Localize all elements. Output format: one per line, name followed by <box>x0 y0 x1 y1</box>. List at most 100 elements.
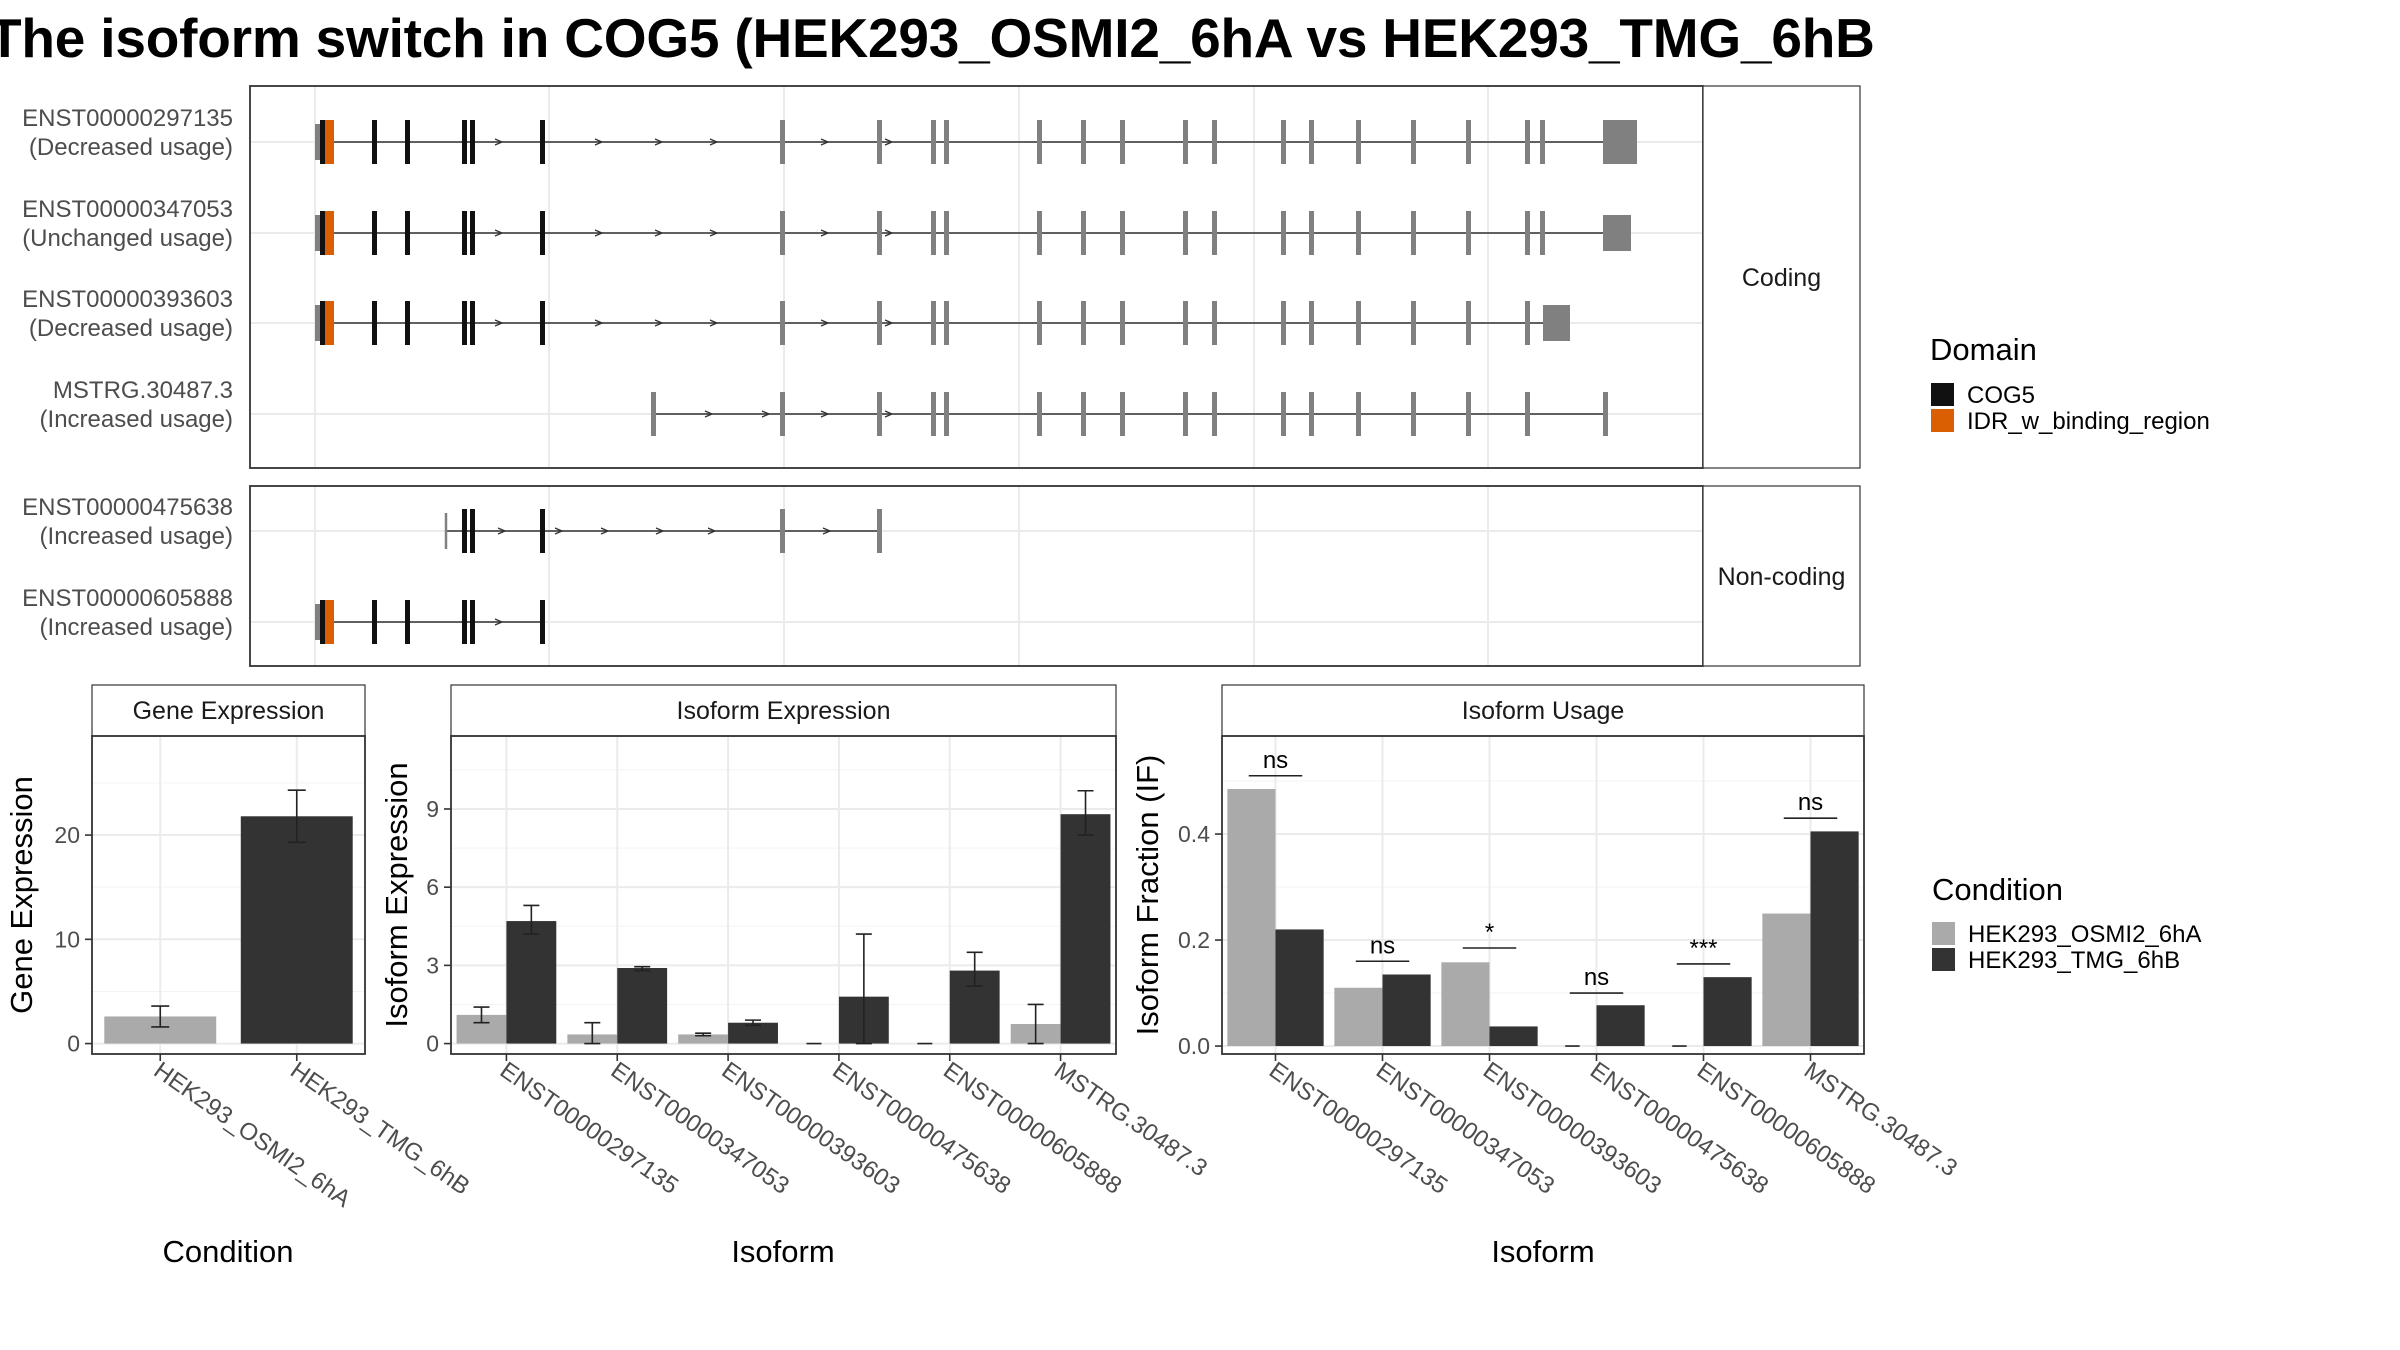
cog5-domain-exon <box>462 120 467 164</box>
exon <box>1466 211 1471 255</box>
bar <box>728 1022 778 1044</box>
exon <box>1081 120 1086 164</box>
figure-title: The isoform switch in COG5 (HEK293_OSMI2… <box>0 7 1875 69</box>
significance-label: ns <box>1370 932 1395 959</box>
cog5-domain-exon <box>470 509 475 553</box>
exon <box>780 211 785 255</box>
strand-arrow <box>494 138 504 146</box>
domain-legend-label: COG5 <box>1967 382 2035 409</box>
y-tick-label: 9 <box>426 796 439 822</box>
bar <box>1810 831 1859 1047</box>
exon <box>1081 301 1086 345</box>
bar <box>1596 1005 1645 1047</box>
bar <box>1762 913 1811 1047</box>
exon <box>877 301 882 345</box>
exon <box>1525 120 1530 164</box>
y-tick-label: 0.2 <box>1178 927 1210 953</box>
strand-arrow <box>820 319 830 327</box>
cog5-domain-exon <box>320 120 325 164</box>
cog5-domain-exon <box>540 600 545 644</box>
utr-5prime <box>315 604 323 640</box>
y-tick-label: 3 <box>426 952 439 978</box>
condition-legend-label: HEK293_OSMI2_6hA <box>1968 921 2201 948</box>
exon <box>1212 301 1217 345</box>
transcript-row: ENST00000605888(Increased usage) <box>22 585 545 644</box>
exon <box>1037 392 1042 436</box>
exon <box>1120 392 1125 436</box>
x-tick-label: ENST00000393603 <box>1478 1057 1666 1200</box>
transcript-id-label: ENST00000605888 <box>22 585 233 612</box>
facet-strip <box>1702 485 1861 667</box>
x-tick-label: ENST00000393603 <box>717 1057 905 1200</box>
cog5-domain-exon <box>540 301 545 345</box>
x-tick-label: ENST00000475638 <box>827 1057 1015 1200</box>
strand-arrow <box>704 410 714 418</box>
significance-label: ns <box>1798 789 1823 816</box>
exon <box>1411 211 1416 255</box>
cog5-domain-exon <box>470 301 475 345</box>
exon <box>1281 211 1286 255</box>
y-axis-title: Gene Expression <box>4 776 39 1014</box>
bar <box>1275 929 1324 1047</box>
exon <box>780 509 785 553</box>
exon <box>1411 392 1416 436</box>
exon <box>780 392 785 436</box>
strand-arrow <box>655 527 665 535</box>
idr-domain-exon <box>323 600 334 644</box>
strand-arrow <box>594 319 604 327</box>
x-tick-label: ENST00000297135 <box>495 1057 683 1200</box>
idr-domain-exon <box>323 211 334 255</box>
exon <box>1309 392 1314 436</box>
bar <box>506 921 557 1044</box>
exon <box>1281 392 1286 436</box>
chart-facet-title: Isoform Expression <box>677 697 891 725</box>
exon <box>1281 301 1286 345</box>
chart-isoform-expression: Isoform Expression0369ENST00000297135ENS… <box>379 684 1212 1269</box>
utr-3prime <box>1543 305 1570 341</box>
idr-domain-exon <box>323 120 334 164</box>
exon <box>877 211 882 255</box>
condition-legend-swatch <box>1932 948 1955 971</box>
transcript-usage-label: (Increased usage) <box>40 523 233 550</box>
strand-arrow <box>884 319 894 327</box>
exon <box>1466 301 1471 345</box>
transcript-id-label: MSTRG.30487.3 <box>53 377 233 404</box>
transcript-usage-label: (Increased usage) <box>40 614 233 641</box>
strand-arrow <box>654 138 664 146</box>
strand-arrow <box>654 229 664 237</box>
utr-5prime <box>315 124 323 160</box>
strand-arrow <box>654 319 664 327</box>
exon <box>1212 211 1217 255</box>
strand-arrow <box>884 138 894 146</box>
strand-arrow <box>594 138 604 146</box>
bar <box>678 1034 729 1044</box>
strand-arrow <box>594 229 604 237</box>
condition-legend-label: HEK293_TMG_6hB <box>1968 947 2180 974</box>
exon <box>1120 211 1125 255</box>
chart-facet-strip <box>450 684 1117 737</box>
exon <box>1183 392 1188 436</box>
exon <box>1603 392 1608 436</box>
y-tick-label: 0.4 <box>1178 821 1210 847</box>
cog5-domain-exon <box>462 211 467 255</box>
y-tick-label: 10 <box>54 926 80 952</box>
strand-arrow <box>820 138 830 146</box>
y-tick-label: 6 <box>426 874 439 900</box>
exon <box>877 509 882 553</box>
strand-arrow <box>761 410 771 418</box>
cog5-domain-exon <box>540 120 545 164</box>
utr-3prime <box>1603 215 1631 251</box>
cog5-domain-exon <box>372 211 377 255</box>
exon <box>1037 301 1042 345</box>
domain-legend-title: Domain <box>1930 332 2037 367</box>
exon <box>1466 120 1471 164</box>
significance-label: ns <box>1263 747 1288 774</box>
strand-arrow <box>494 618 504 626</box>
chart-facet-strip <box>1221 684 1865 737</box>
significance-label: * <box>1485 919 1494 946</box>
strand-arrow <box>820 410 830 418</box>
chart-isoform-usage: Isoform Usage ns ns * ns *** ns 0.0 0.2 0.4 ENST00… <box>1130 684 1962 1269</box>
y-tick-label: 0 <box>426 1031 439 1057</box>
strand-arrow <box>494 229 504 237</box>
